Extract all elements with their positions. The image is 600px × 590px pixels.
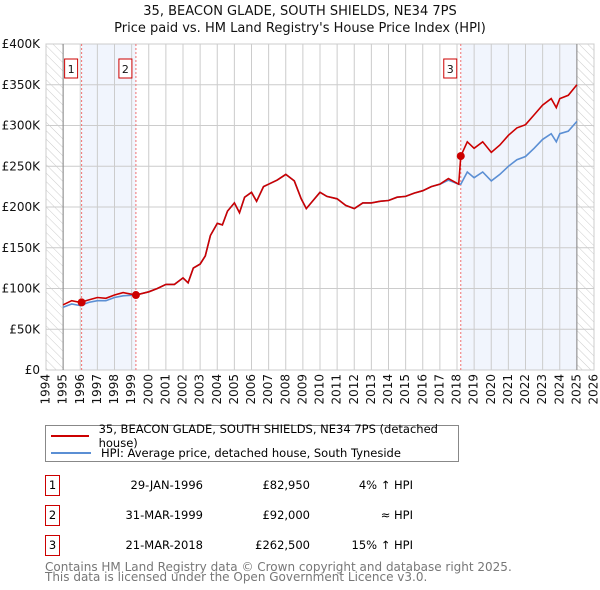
x-tick-label: 2008 bbox=[278, 374, 292, 405]
x-tick-label: 1998 bbox=[107, 374, 121, 405]
footer-copyright: Contains HM Land Registry data © Crown c… bbox=[45, 560, 512, 574]
sale-point bbox=[131, 291, 140, 300]
x-tick-label: 2000 bbox=[141, 374, 155, 405]
x-tick-label: 2019 bbox=[467, 374, 481, 405]
series-line-property bbox=[62, 84, 578, 306]
x-tick-label: 2024 bbox=[552, 374, 566, 405]
x-tick-label: 1997 bbox=[90, 374, 104, 405]
y-tick-label: £350K bbox=[2, 78, 42, 92]
transaction-date: 29-JAN-1996 bbox=[130, 478, 204, 492]
x-tick-label: 2016 bbox=[415, 374, 429, 405]
x-tick-label: 1994 bbox=[39, 374, 53, 405]
x-tick-label: 2025 bbox=[569, 374, 583, 405]
transaction-date: 31-MAR-1999 bbox=[125, 508, 203, 522]
transaction-row: 2 31-MAR-1999 £92,000 ≈ HPI bbox=[45, 505, 445, 526]
transaction-price: £82,950 bbox=[262, 478, 310, 492]
y-tick-label: £50K bbox=[9, 322, 41, 336]
x-tick-label: 2022 bbox=[518, 374, 532, 405]
chart-title: 35, BEACON GLADE, SOUTH SHIELDS, NE34 7P… bbox=[143, 4, 457, 19]
y-tick-label: £0 bbox=[25, 363, 40, 377]
chart-subtitle: Price paid vs. HM Land Registry's House … bbox=[114, 21, 486, 36]
x-tick-label: 2021 bbox=[501, 374, 515, 405]
x-tick-label: 2020 bbox=[484, 374, 498, 405]
y-tick-label: £250K bbox=[2, 159, 42, 173]
legend-swatch-red bbox=[51, 435, 89, 437]
x-tick-label: 2001 bbox=[158, 374, 172, 405]
sale-label-box bbox=[118, 58, 133, 79]
transaction-marker: 3 bbox=[45, 535, 60, 556]
x-tick-label: 2023 bbox=[535, 374, 549, 405]
x-tick-label: 2013 bbox=[364, 374, 378, 405]
sale-label: 2 bbox=[122, 63, 129, 76]
x-tick-label: 1995 bbox=[56, 374, 70, 405]
sale-point bbox=[77, 298, 86, 307]
x-tick-label: 2003 bbox=[193, 374, 207, 405]
y-tick-label: £150K bbox=[2, 241, 42, 255]
transaction-date: 21-MAR-2018 bbox=[125, 538, 203, 552]
x-tick-label: 2017 bbox=[432, 374, 446, 405]
price-chart: 1994 1995 1996 1997 1998 1999 2000 2001 2002 2003… bbox=[2, 37, 600, 405]
x-tick-label: 1996 bbox=[73, 374, 87, 405]
legend-item-property: 35, BEACON GLADE, SOUTH SHIELDS, NE34 7P… bbox=[51, 422, 458, 450]
legend-item-hpi: HPI: Average price, detached house, Sout… bbox=[51, 445, 401, 461]
x-tick-label: 2015 bbox=[398, 374, 412, 405]
legend: 35, BEACON GLADE, SOUTH SHIELDS, NE34 7P… bbox=[45, 422, 459, 462]
x-tick-label: 2018 bbox=[450, 374, 464, 405]
x-tick-label: 2012 bbox=[347, 374, 361, 405]
x-tick-label: 2005 bbox=[227, 374, 241, 405]
transaction-row: 3 21-MAR-2018 £262,500 15% ↑ HPI bbox=[45, 535, 445, 556]
transaction-marker: 1 bbox=[45, 475, 60, 496]
transaction-price: £262,500 bbox=[255, 538, 310, 552]
x-tick-label: 2010 bbox=[313, 374, 327, 405]
transaction-row: 1 29-JAN-1996 £82,950 4% ↑ HPI bbox=[45, 475, 445, 496]
transaction-hpi: 4% ↑ HPI bbox=[358, 478, 413, 492]
transaction-price: £92,000 bbox=[262, 508, 310, 522]
transaction-hpi: ≈ HPI bbox=[380, 508, 413, 522]
y-tick-label: £300K bbox=[2, 119, 42, 133]
legend-label-property: 35, BEACON GLADE, SOUTH SHIELDS, NE34 7P… bbox=[98, 422, 438, 450]
y-tick-label: £100K bbox=[2, 282, 42, 296]
legend-swatch-blue bbox=[51, 452, 91, 454]
y-tick-label: £400K bbox=[2, 37, 42, 51]
sale-label: 3 bbox=[447, 63, 454, 76]
x-tick-label: 2011 bbox=[330, 374, 344, 405]
sale-label-box bbox=[64, 58, 79, 79]
y-tick-label: £200K bbox=[2, 200, 42, 214]
x-tick-label: 2004 bbox=[210, 374, 224, 405]
x-tick-label: 2014 bbox=[381, 374, 395, 405]
plot-border bbox=[45, 43, 595, 371]
sale-point bbox=[456, 152, 465, 161]
transaction-hpi: 15% ↑ HPI bbox=[351, 538, 413, 552]
x-tick-label: 1999 bbox=[124, 374, 138, 405]
legend-label-hpi: HPI: Average price, detached house, Sout… bbox=[101, 446, 401, 460]
x-tick-label: 2026 bbox=[587, 374, 600, 405]
transaction-marker: 2 bbox=[45, 505, 60, 526]
x-tick-label: 2006 bbox=[244, 374, 258, 405]
x-tick-label: 2002 bbox=[176, 374, 190, 405]
sale-label-box bbox=[443, 58, 458, 79]
footer-licence: This data is licensed under the Open Gov… bbox=[45, 570, 428, 584]
x-tick-label: 2009 bbox=[295, 374, 309, 405]
x-tick-label: 2007 bbox=[261, 374, 275, 405]
sale-label: 1 bbox=[68, 63, 75, 76]
